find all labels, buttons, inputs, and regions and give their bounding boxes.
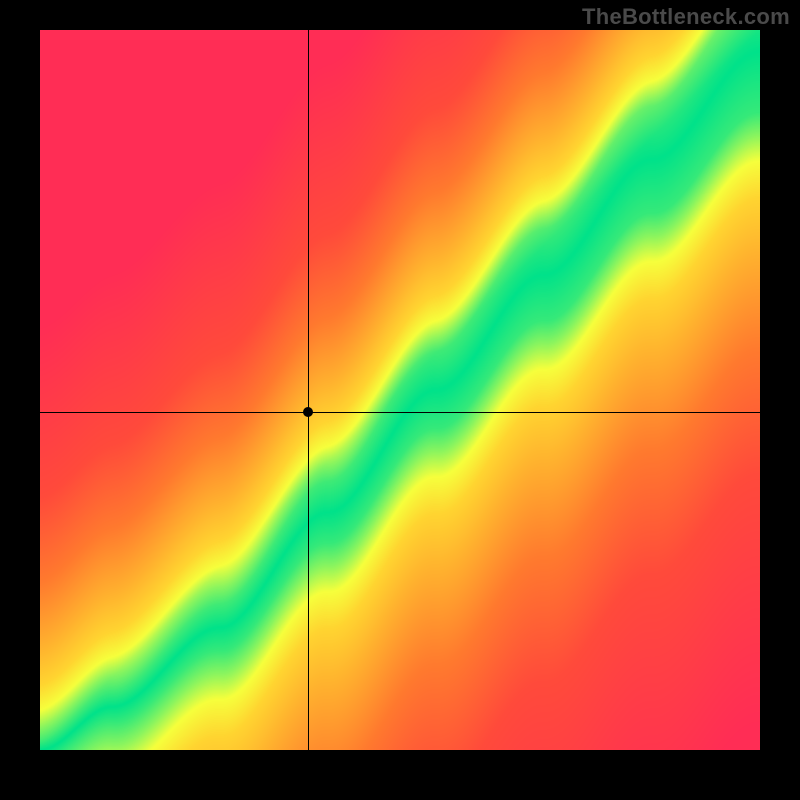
crosshair-vertical <box>308 30 309 750</box>
marker-dot <box>303 407 313 417</box>
crosshair-horizontal <box>40 412 760 413</box>
heatmap-canvas <box>40 30 760 750</box>
watermark-text: TheBottleneck.com <box>582 4 790 30</box>
plot-frame <box>40 30 760 750</box>
